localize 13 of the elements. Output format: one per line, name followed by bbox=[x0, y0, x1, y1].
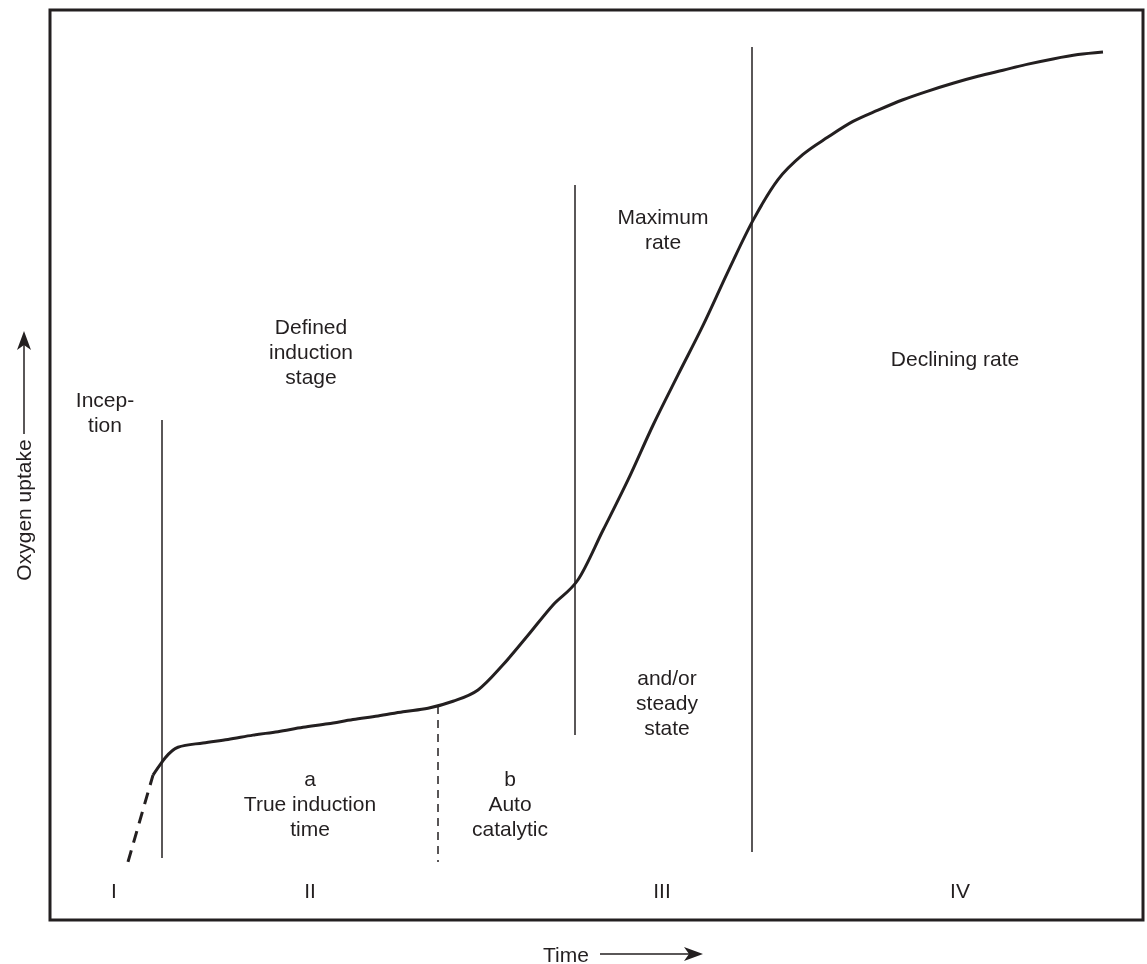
y-axis-title: Oxygen uptake bbox=[12, 439, 35, 581]
annotation: Maximum rate bbox=[617, 205, 709, 253]
annotation: Incep- tion bbox=[75, 388, 135, 436]
annotation: III bbox=[653, 879, 671, 902]
annotation: Defined induction stage bbox=[268, 315, 354, 388]
annotation: b Auto catalytic bbox=[472, 767, 548, 840]
x-axis-title: Time bbox=[543, 943, 589, 964]
annotation: I bbox=[111, 879, 117, 902]
annotation: a True induction time bbox=[243, 767, 377, 840]
annotation: IV bbox=[950, 879, 970, 902]
annotation: II bbox=[304, 879, 316, 902]
annotation: Declining rate bbox=[890, 347, 1020, 370]
annotation: and/or steady state bbox=[636, 666, 699, 739]
